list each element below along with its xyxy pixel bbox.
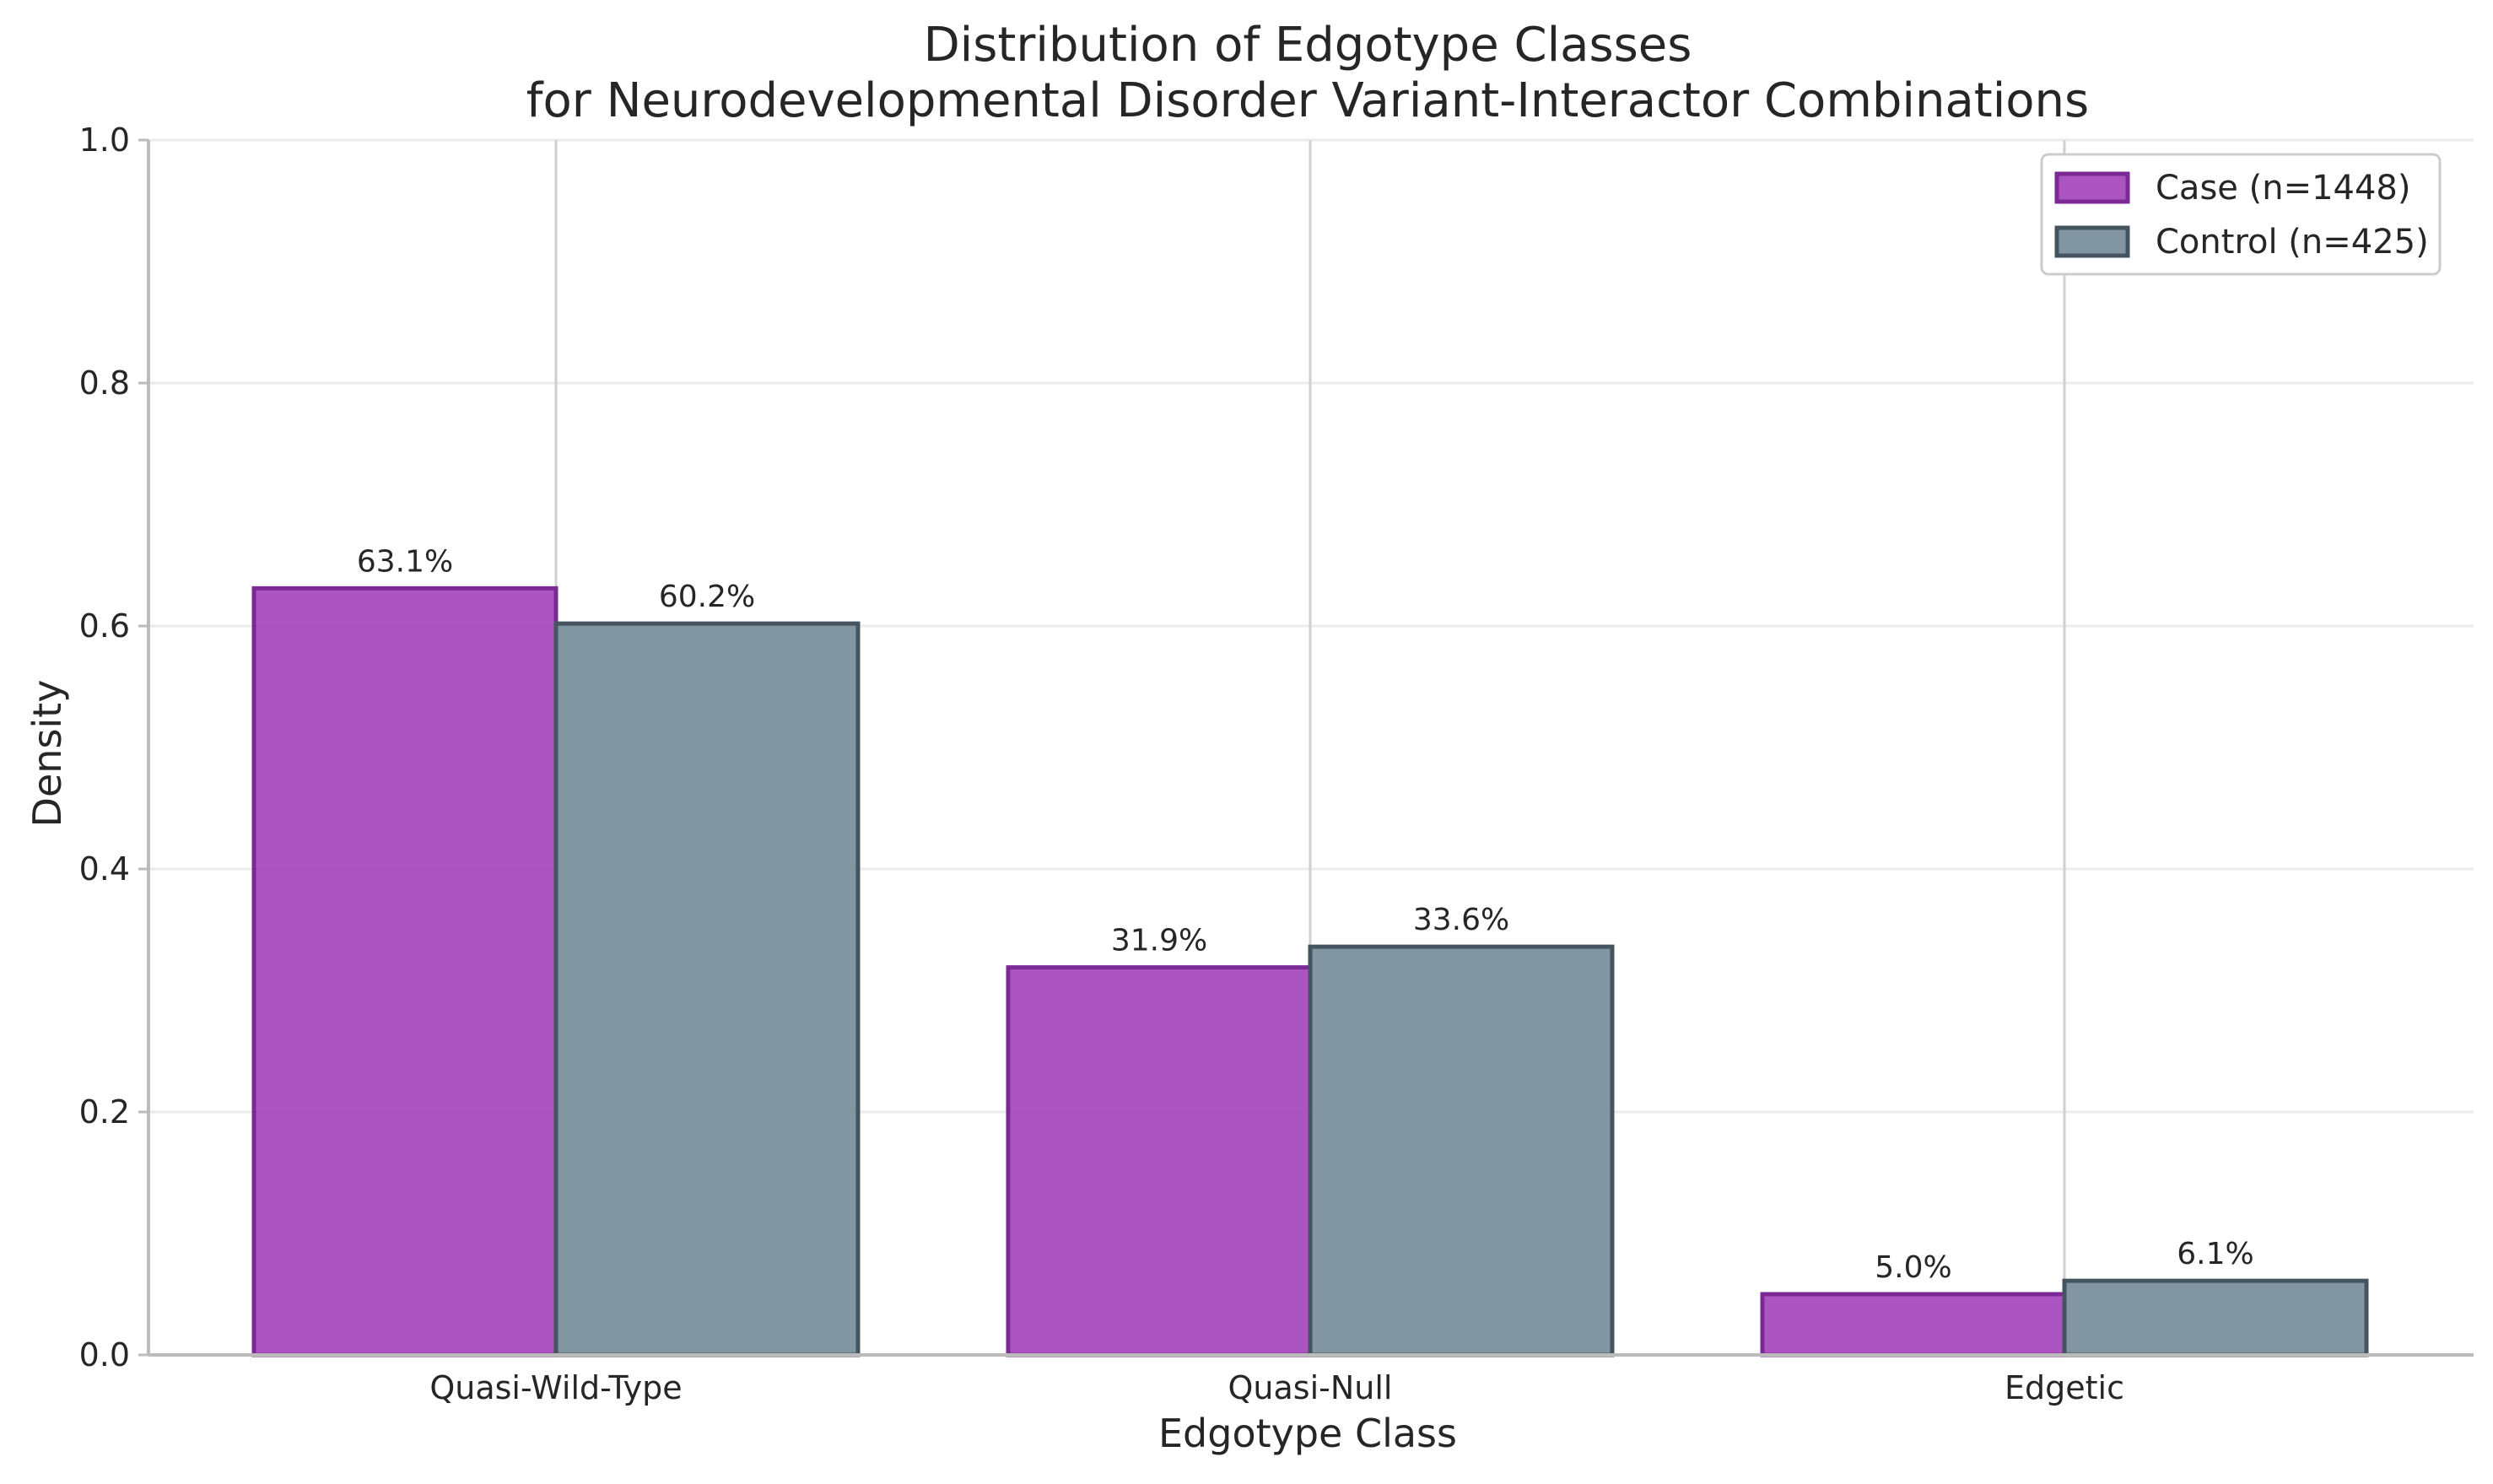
- legend: Case (n=1448) Control (n=425): [2040, 153, 2442, 276]
- legend-frame: [2040, 153, 2442, 276]
- chart-title-line-2: for Neurodevelopmental Disorder Variant-…: [526, 73, 2089, 128]
- legend-swatch-control: [2054, 225, 2130, 258]
- axes: 0.0 0.2 0.4 0.6 0.8 1.0 Quasi-Wild-Type Quasi-N…: [79, 121, 2474, 1406]
- y-tick-label: 0.0: [79, 1336, 130, 1373]
- y-tick-label: 0.2: [79, 1093, 130, 1131]
- legend-label-case: Case (n=1448): [2156, 169, 2410, 208]
- y-tick-label: 0.8: [79, 364, 130, 402]
- bar-value-label: 5.0%: [1875, 1250, 1951, 1285]
- y-axis-label: Density: [24, 680, 70, 828]
- y-tick-label: 1.0: [79, 121, 130, 159]
- bar-control: [2062, 1278, 2369, 1357]
- bars: [251, 586, 2369, 1357]
- bar-value-label: 33.6%: [1413, 903, 1509, 937]
- bar-value-label: 31.9%: [1111, 924, 1207, 958]
- bar-control: [553, 621, 861, 1357]
- bar-case: [1006, 965, 1313, 1357]
- bar-case: [251, 586, 558, 1357]
- bar-case: [1760, 1292, 2067, 1357]
- y-tick-label: 0.4: [79, 850, 130, 888]
- legend-label-control: Control (n=425): [2156, 223, 2429, 262]
- x-tick-label: Edgetic: [2005, 1369, 2124, 1406]
- bar-value-label: 60.2%: [659, 580, 755, 614]
- x-tick-label: Quasi-Wild-Type: [429, 1369, 682, 1406]
- data-labels: 63.1% 31.9% 5.0% 60.2% 33.6% 6.1%: [357, 544, 2254, 1285]
- x-axis-label: Edgotype Class: [1158, 1411, 1457, 1456]
- x-tick-label: Quasi-Null: [1228, 1369, 1393, 1406]
- bar-value-label: 63.1%: [357, 544, 453, 579]
- legend-swatch-case: [2054, 171, 2130, 204]
- bar-control: [1308, 944, 1615, 1357]
- y-tick-label: 0.6: [79, 607, 130, 645]
- bar-value-label: 6.1%: [2177, 1237, 2253, 1271]
- chart-title-line-1: Distribution of Edgotype Classes: [924, 18, 1692, 73]
